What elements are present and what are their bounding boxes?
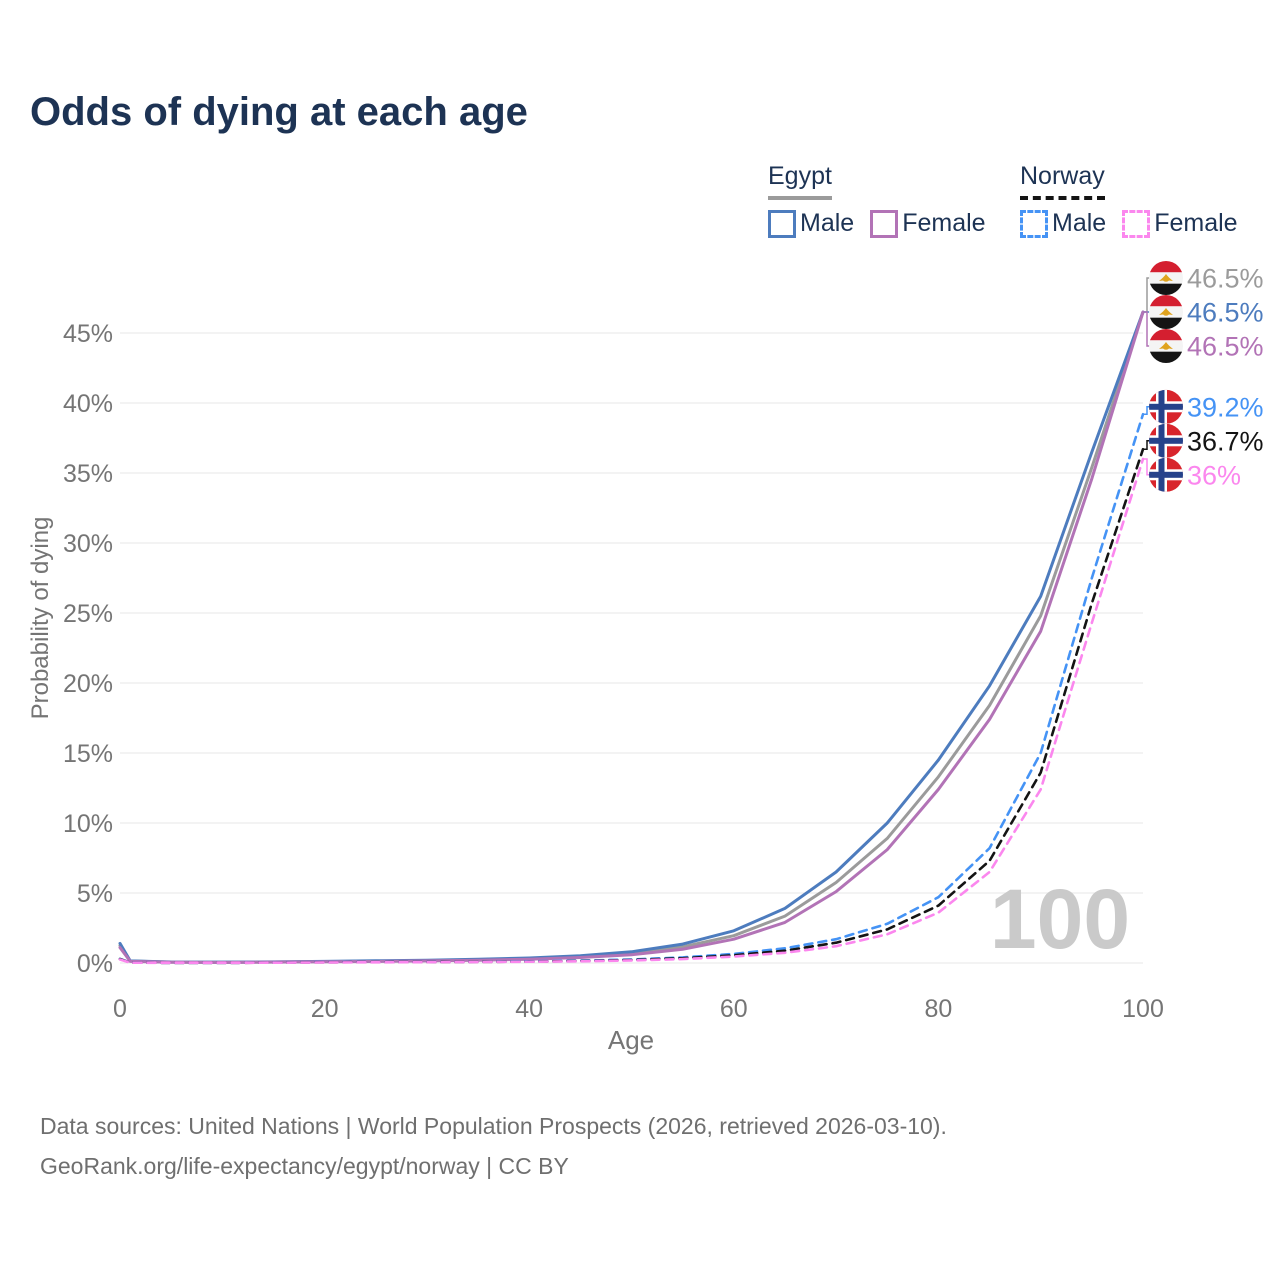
legend-egypt-title[interactable]: Egypt bbox=[768, 162, 832, 200]
x-tick-label-60: 60 bbox=[720, 995, 748, 1023]
legend-norway-male[interactable]: Male bbox=[1020, 209, 1106, 238]
legend-egypt-male-label: Male bbox=[800, 209, 855, 237]
y-tick-label-10: 10% bbox=[63, 810, 113, 838]
norway-flag-icon bbox=[1149, 423, 1183, 458]
x-tick-label-20: 20 bbox=[311, 995, 339, 1023]
legend-norway-female-label: Female bbox=[1154, 209, 1238, 237]
y-tick-label-25: 25% bbox=[63, 600, 113, 628]
end-label-value-egypt-male: 46.5% bbox=[1187, 298, 1264, 328]
end-label-value-norway-male: 39.2% bbox=[1187, 392, 1264, 422]
egypt-flag-icon bbox=[1149, 261, 1183, 295]
series-line-egypt-male bbox=[118, 310, 1145, 964]
legend-norway-female[interactable]: Female bbox=[1122, 209, 1238, 238]
end-label-norway-female: 36% bbox=[1143, 457, 1241, 492]
y-tick-label-0: 0% bbox=[77, 950, 113, 978]
norway-flag-icon bbox=[1149, 389, 1183, 424]
end-label-value-egypt-both: 46.5% bbox=[1187, 264, 1264, 294]
y-tick-label-30: 30% bbox=[63, 530, 113, 558]
x-tick-label-80: 80 bbox=[924, 995, 952, 1023]
y-tick-label-20: 20% bbox=[63, 670, 113, 698]
end-label-value-norway-female: 36% bbox=[1187, 460, 1241, 490]
footer: Data sources: United Nations | World Pop… bbox=[40, 1106, 947, 1186]
end-label-norway-both: 36.7% bbox=[1143, 423, 1264, 458]
age-watermark: 100 bbox=[990, 872, 1130, 966]
footer-data-sources: Data sources: United Nations | World Pop… bbox=[40, 1113, 947, 1139]
legend-group-norway: Norway Male Female bbox=[1020, 162, 1238, 238]
page-title: Odds of dying at each age bbox=[30, 90, 528, 134]
legend-norway-title[interactable]: Norway bbox=[1020, 162, 1105, 200]
end-label-egypt-male: 46.5% bbox=[1143, 295, 1264, 329]
footer-attribution: GeoRank.org/life-expectancy/egypt/norway… bbox=[40, 1153, 569, 1179]
end-label-value-egypt-female: 46.5% bbox=[1187, 332, 1264, 362]
y-tick-label-40: 40% bbox=[63, 390, 113, 418]
y-tick-label-5: 5% bbox=[77, 880, 113, 908]
end-label-norway-male: 39.2% bbox=[1143, 389, 1264, 424]
egypt-female-swatch-icon bbox=[870, 209, 899, 238]
norway-female-swatch-icon bbox=[1122, 209, 1151, 238]
legend-norway-male-label: Male bbox=[1052, 209, 1107, 237]
x-tick-label-100: 100 bbox=[1122, 995, 1164, 1023]
x-axis-title: Age bbox=[608, 1025, 654, 1055]
x-tick-label-0: 0 bbox=[113, 995, 127, 1023]
y-tick-label-15: 15% bbox=[63, 740, 113, 768]
legend-egypt-female-label: Female bbox=[902, 209, 986, 237]
x-tick-label-40: 40 bbox=[515, 995, 543, 1023]
y-axis-title: Probability of dying bbox=[27, 517, 54, 720]
series-line-norway-female bbox=[118, 457, 1145, 965]
legend-egypt-female[interactable]: Female bbox=[870, 209, 986, 238]
y-tick-label-45: 45% bbox=[63, 320, 113, 348]
egypt-flag-icon bbox=[1149, 329, 1183, 363]
y-tick-label-35: 35% bbox=[63, 460, 113, 488]
norway-flag-icon bbox=[1149, 457, 1183, 492]
series-line-egypt-both bbox=[118, 310, 1145, 964]
egypt-male-swatch-icon bbox=[768, 209, 796, 238]
norway-male-swatch-icon bbox=[1020, 209, 1048, 238]
end-label-egypt-female: 46.5% bbox=[1143, 311, 1264, 363]
end-label-value-norway-both: 36.7% bbox=[1187, 426, 1264, 456]
series-line-egypt-female bbox=[118, 310, 1145, 964]
egypt-flag-icon bbox=[1149, 295, 1183, 329]
legend-group-egypt: Egypt Male Female bbox=[768, 162, 986, 238]
legend-egypt-male[interactable]: Male bbox=[768, 209, 854, 238]
end-label-egypt-both: 46.5% bbox=[1143, 261, 1264, 313]
